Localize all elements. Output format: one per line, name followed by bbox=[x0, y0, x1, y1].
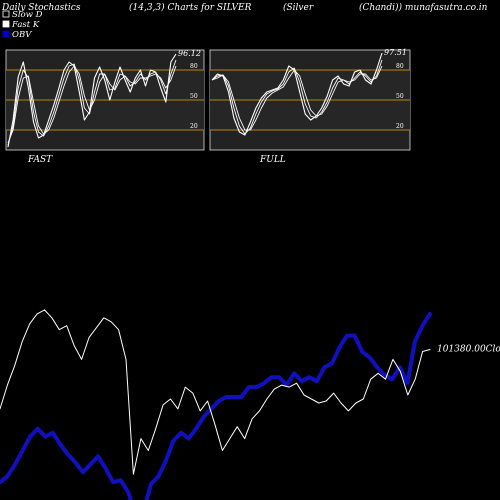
legend-swatch-2 bbox=[2, 30, 10, 38]
full-tick-label-1: 50 bbox=[396, 93, 404, 100]
obv-price-panel: 101380.00Close bbox=[0, 309, 500, 500]
legend-label-0: Slow D bbox=[12, 10, 43, 20]
fast-series-line-2 bbox=[7, 65, 177, 144]
full-stochastic-panel: 80 50 20 97.51 FULL bbox=[209, 48, 411, 165]
legend-label-1: Fast K bbox=[11, 20, 40, 30]
full-tick-label-2: 20 bbox=[396, 123, 404, 130]
close-value-label: 101380.00Close bbox=[437, 345, 500, 355]
fast-series-line-0 bbox=[7, 53, 177, 148]
legend-swatch-0 bbox=[2, 10, 10, 18]
header-segment-4: (Chandi)) munafasutra.co.in bbox=[359, 2, 488, 13]
obv-series-line bbox=[0, 311, 432, 500]
fast-last-value-label: 96.12 bbox=[178, 49, 201, 58]
full-panel-label: FULL bbox=[259, 155, 286, 165]
fast-tick-label-2: 20 bbox=[190, 123, 198, 130]
legend-swatch-1 bbox=[2, 20, 10, 28]
full-tick-label-0: 80 bbox=[396, 63, 404, 70]
header-segment-3: (Silver bbox=[283, 2, 314, 13]
full-series-line-0 bbox=[211, 52, 383, 136]
legend-label-2: OBV bbox=[12, 30, 32, 40]
full-series-line-2 bbox=[211, 65, 383, 131]
fast-tick-label-0: 80 bbox=[190, 63, 198, 70]
full-last-value-label: 97.51 bbox=[384, 48, 407, 57]
chart-header: Daily Stochastics (14,3,3) Charts for SI… bbox=[1, 2, 488, 13]
fast-stochastic-panel: 80 50 20 96.12 FAST bbox=[5, 49, 205, 165]
fast-panel-label: FAST bbox=[27, 155, 53, 165]
header-segment-2: (14,3,3) Charts for SILVER bbox=[129, 2, 252, 13]
fast-tick-label-1: 50 bbox=[190, 93, 198, 100]
header-segment-1: Daily Stochastics bbox=[1, 3, 81, 13]
full-series-line-1 bbox=[211, 59, 383, 135]
close-series-line bbox=[0, 309, 431, 475]
